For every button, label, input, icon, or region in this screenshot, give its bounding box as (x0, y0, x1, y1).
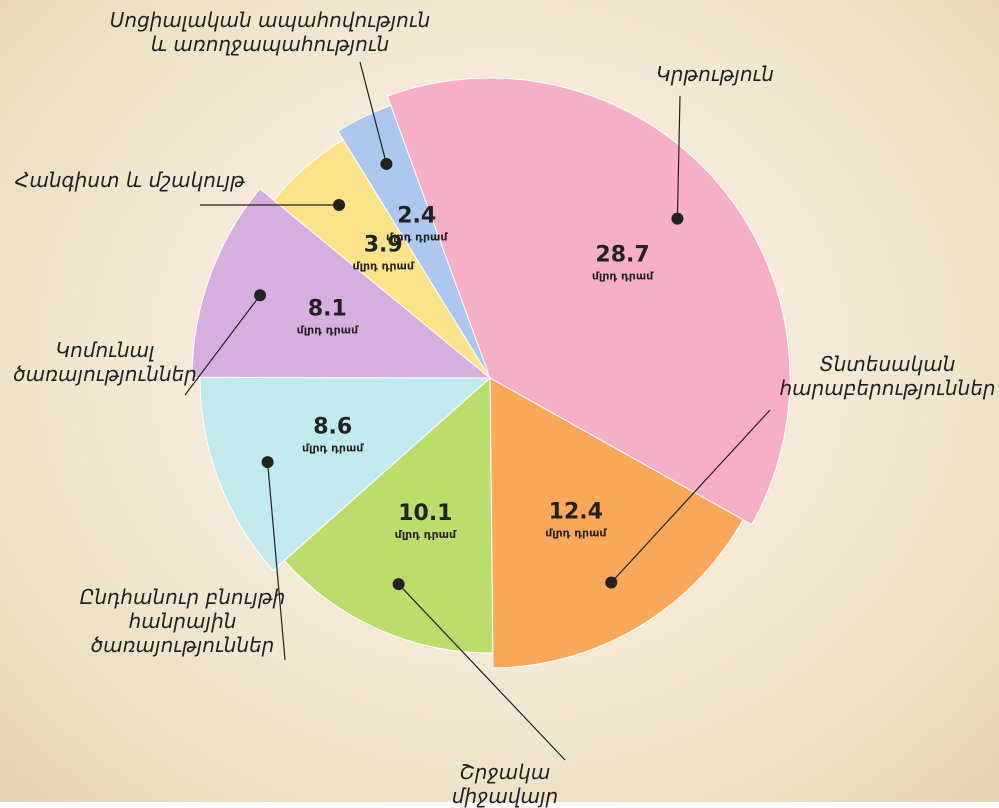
value-label: 10.1 (398, 501, 452, 526)
category-label: Կոմունալ ծառայություններ (10, 338, 200, 386)
leader-dot (254, 289, 266, 301)
value-label: 28.7 (595, 242, 649, 267)
unit-label: մլրդ դրամ (297, 323, 359, 336)
leader-dot (393, 578, 405, 590)
leader-dot (333, 199, 345, 211)
category-label: Ընդհանուր բնույթի հանրային ծառայությունն… (75, 585, 290, 657)
value-label: 8.6 (313, 415, 352, 440)
category-label: Սոցիալական ապահովություն և առողջապահությ… (100, 8, 440, 56)
value-label: 8.1 (308, 296, 347, 321)
leader-dot (380, 158, 392, 170)
category-label: Կրթություն (640, 62, 790, 86)
pie-chart: 28.7 մլրդ դրամ 12.4 մլրդ դրամ 10.1 մլրդ դրամ 8… (0, 0, 999, 802)
category-label: Տնտեսական հարաբերություններ (775, 352, 999, 400)
value-label: 2.4 (397, 204, 436, 229)
unit-label: մլրդ դրամ (592, 269, 654, 282)
leader-dot (262, 456, 274, 468)
category-label: Շրջակա միջավայր (410, 760, 600, 808)
unit-label: մլրդ դրամ (353, 260, 415, 273)
unit-label: մլրդ դրամ (302, 442, 364, 455)
leader-dot (605, 577, 617, 589)
unit-label: մլրդ դրամ (545, 527, 607, 540)
category-label: Հանգիստ և մշակույթ (10, 168, 250, 192)
unit-label: մլրդ դրամ (395, 528, 457, 541)
value-label: 12.4 (549, 500, 603, 525)
leader-dot (671, 213, 683, 225)
unit-label: մլրդ դրամ (386, 231, 448, 244)
infographic: 28.7 մլրդ դրամ 12.4 մլրդ դրամ 10.1 մլրդ դրամ 8… (0, 0, 999, 802)
